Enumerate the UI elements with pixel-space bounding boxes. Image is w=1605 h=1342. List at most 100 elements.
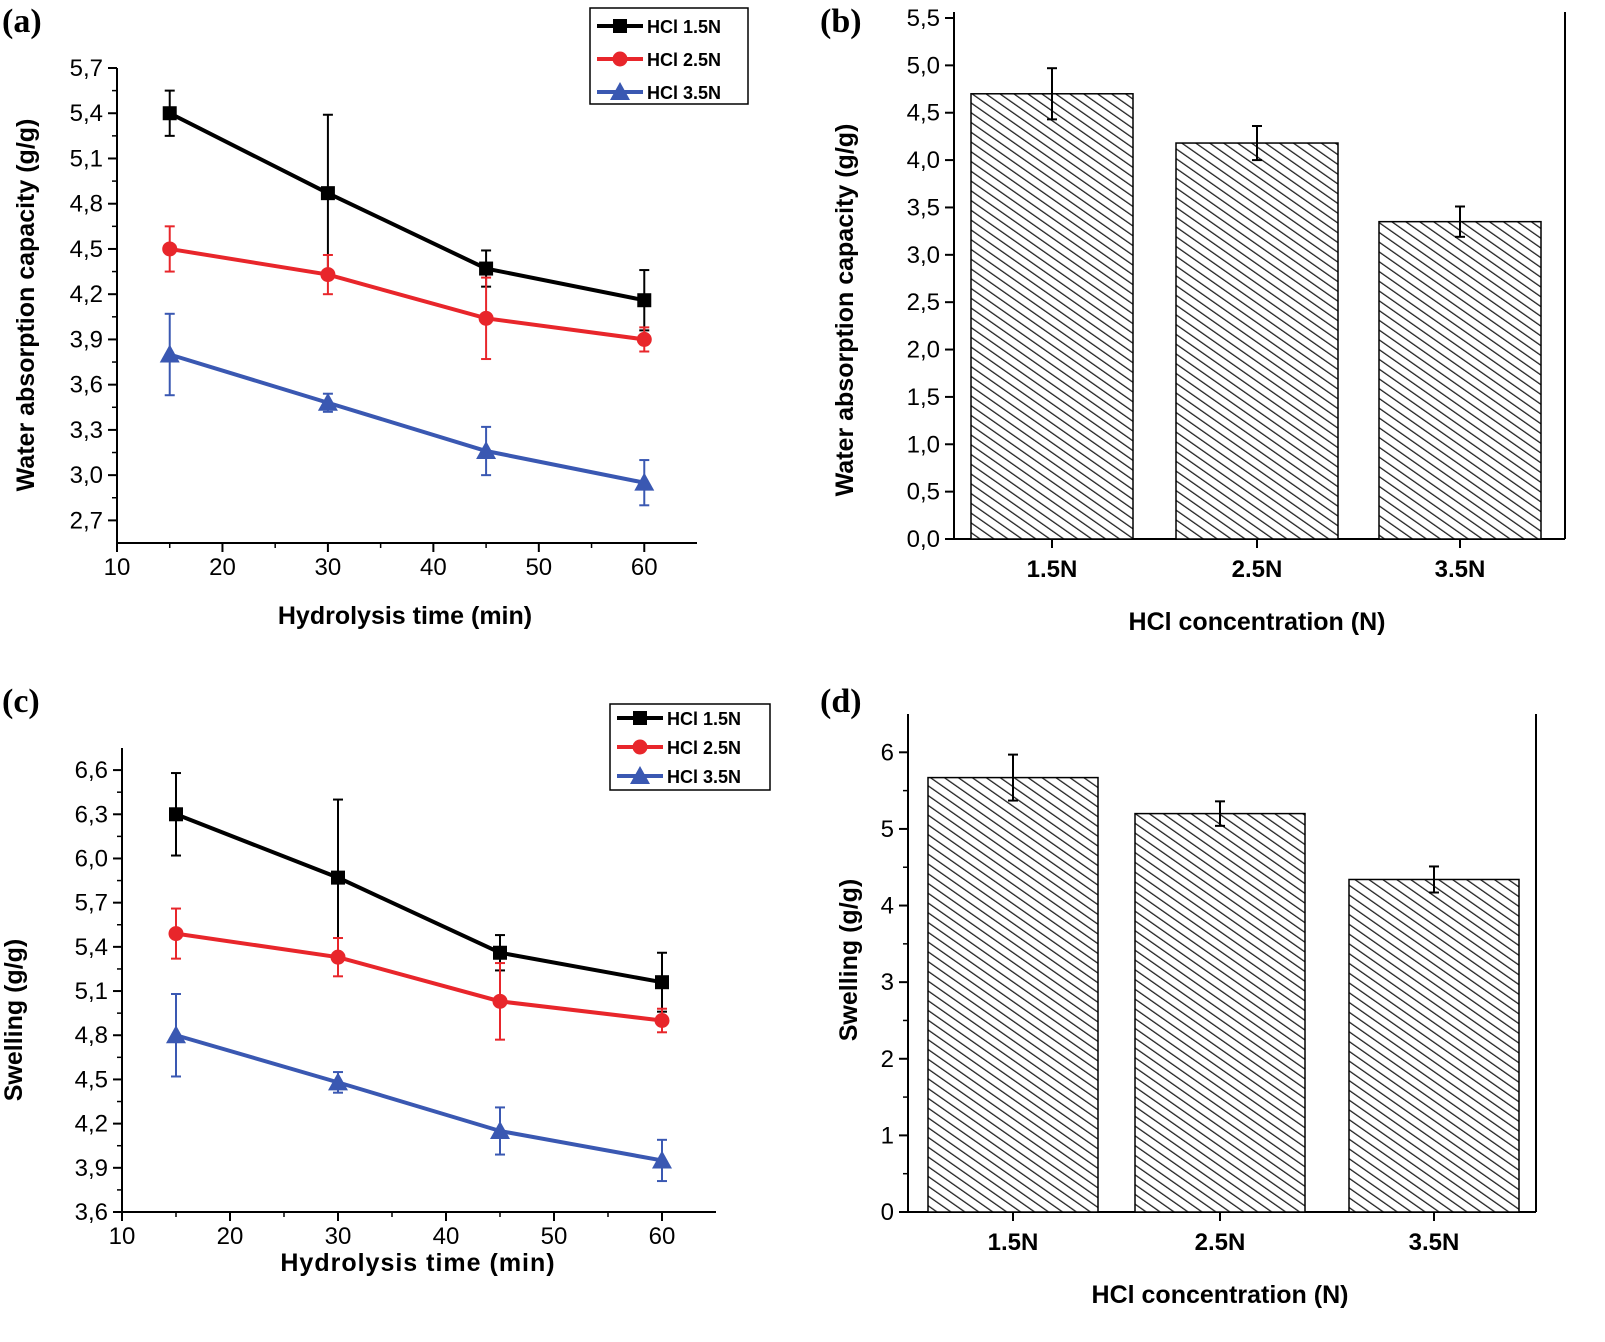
x-tick-label: 10	[104, 554, 131, 581]
x-tick-label: 50	[525, 554, 552, 581]
x-category-label: 1.5N	[988, 1229, 1039, 1256]
data-point-marker	[610, 82, 630, 100]
panel-c-swelling-vs-time: (c) 3,6 3,9 4,2 4,5 4,8 5,1 5,4 5,7 6,0 6,3 6,6 10…	[0, 683, 771, 1277]
y-tick-label: 5,1	[70, 145, 103, 172]
data-point-marker	[479, 261, 494, 276]
legend-label: HCl 3.5N	[667, 767, 741, 787]
y-tick-label: 3,9	[70, 326, 103, 353]
data-point-marker	[162, 241, 178, 257]
data-point-marker	[159, 344, 180, 363]
panel-label-c: (c)	[2, 683, 40, 720]
x-category-label: 2.5N	[1232, 556, 1283, 583]
x-tick-label: 20	[209, 554, 236, 581]
bar	[1378, 220, 1542, 540]
y-tick-label: 4,5	[907, 100, 940, 127]
y-tick-label: 2,7	[70, 507, 103, 534]
y-tick-label: 3,3	[70, 417, 103, 444]
y-axis-title-a: Water absorption capacity (g/g)	[12, 119, 40, 492]
series-triangle	[166, 992, 672, 1183]
panel-label-d: (d)	[820, 683, 862, 720]
y-tick-label: 3,0	[907, 242, 940, 269]
data-point-marker	[613, 19, 627, 33]
y-tick-label: 3,6	[75, 1199, 108, 1226]
data-point-marker	[652, 1150, 672, 1169]
data-point-marker	[320, 267, 336, 283]
data-point-marker	[493, 945, 507, 960]
x-ticks-d: 1.5N 2.5N 3.5N	[988, 1212, 1460, 1256]
legend-c: HCl 1.5N HCl 2.5N HCl 3.5N	[609, 703, 771, 791]
y-tick-label: 6,0	[75, 845, 108, 872]
x-category-label: 3.5N	[1409, 1229, 1460, 1256]
data-point-marker	[169, 807, 183, 822]
data-point-marker	[630, 766, 650, 784]
legend-a: HCl 1.5N HCl 2.5N HCl 3.5N	[589, 7, 749, 105]
y-tick-label: 5,1	[75, 978, 108, 1005]
data-point-marker	[317, 392, 338, 411]
y-tick-label: 0	[881, 1199, 894, 1226]
y-tick-label: 4,8	[70, 191, 103, 218]
bar	[1134, 812, 1306, 1213]
x-axis-title-d: HCl concentration (N)	[1092, 1281, 1349, 1309]
legend-label: HCl 1.5N	[667, 709, 741, 729]
y-ticks-b: 0,0 0,5 1,0 1,5 2,0 2,5 3,0 3,5 4,0 4,5 5,0 5,5	[907, 5, 954, 553]
y-tick-label: 5,0	[907, 52, 940, 79]
y-tick-label: 1	[881, 1122, 894, 1149]
x-category-label: 2.5N	[1195, 1229, 1246, 1256]
x-axis-title-a: Hydrolysis time (min)	[278, 602, 532, 630]
x-tick-label: 60	[631, 554, 658, 581]
bar	[1348, 878, 1520, 1213]
y-tick-label: 6,6	[75, 757, 108, 784]
y-tick-label: 5,5	[907, 5, 940, 32]
data-point-marker	[655, 975, 669, 990]
y-tick-label: 6,3	[75, 801, 108, 828]
data-point-marker	[632, 739, 648, 755]
x-category-label: 1.5N	[1027, 556, 1078, 583]
x-tick-label: 10	[109, 1223, 136, 1250]
y-tick-label: 2	[881, 1046, 894, 1073]
data-point-marker	[636, 331, 652, 347]
series-circle	[162, 225, 652, 361]
bar	[1175, 142, 1339, 540]
panel-label-a: (a)	[2, 3, 42, 40]
data-point-marker	[637, 293, 652, 308]
y-axis-title-b: Water absorption capacity (g/g)	[831, 124, 859, 497]
y-tick-label: 4,2	[70, 281, 103, 308]
panel-a-water-absorption-vs-time: (a) 2,7 3,0 3,3 3,6 3,9 4,2 4,5 4,8 5,1 5,4 5,7 10…	[2, 3, 749, 630]
series-circle	[168, 907, 670, 1041]
data-point-marker	[633, 711, 647, 725]
legend-label: HCl 1.5N	[647, 17, 721, 37]
x-axis-title-c: Hydrolysis time (min)	[280, 1249, 555, 1277]
x-ticks-c: 10 20 30 40 50 60	[109, 1212, 676, 1250]
panel-label-b: (b)	[820, 3, 862, 40]
series-line	[169, 246, 645, 342]
y-tick-label: 4	[881, 893, 894, 920]
y-tick-label: 1,5	[907, 384, 940, 411]
series-line	[175, 812, 663, 985]
y-tick-label: 5,7	[70, 55, 103, 82]
series-line	[168, 111, 645, 303]
data-point-marker	[478, 310, 494, 326]
data-point-marker	[320, 186, 335, 201]
x-tick-label: 60	[649, 1223, 676, 1250]
y-tick-label: 4,8	[75, 1022, 108, 1049]
series-line	[175, 1033, 663, 1163]
y-tick-label: 3,5	[907, 194, 940, 221]
y-tick-label: 4,5	[70, 236, 103, 263]
y-tick-label: 2,0	[907, 337, 940, 364]
y-tick-label: 1,0	[907, 431, 940, 458]
data-point-marker	[490, 1120, 510, 1139]
x-tick-label: 40	[420, 554, 447, 581]
y-tick-label: 5	[881, 816, 894, 843]
axes-c	[121, 748, 716, 1213]
x-tick-label: 30	[315, 554, 342, 581]
x-ticks-b: 1.5N 2.5N 3.5N	[1027, 539, 1485, 583]
data-point-marker	[654, 1013, 670, 1029]
y-ticks-c: 3,6 3,9 4,2 4,5 4,8 5,1 5,4 5,7 6,0 6,3 6,6	[75, 757, 122, 1226]
x-tick-label: 50	[541, 1223, 568, 1250]
panel-d-swelling-vs-concentration: (d) 0 1 2 3 4 5 6 1.5N 2.5N 3.5N HCl concentrati…	[820, 683, 1537, 1309]
y-tick-label: 6	[881, 739, 894, 766]
series-line	[169, 352, 645, 485]
y-ticks-d: 0 1 2 3 4 5 6	[881, 739, 908, 1226]
x-axis-title-b: HCl concentration (N)	[1129, 608, 1386, 636]
panel-b-water-absorption-vs-concentration: (b) 0,0 0,5 1,0 1,5 2,0 2,5 3,0 3,5 4,0 4,5 5,0 5,5…	[820, 3, 1566, 636]
